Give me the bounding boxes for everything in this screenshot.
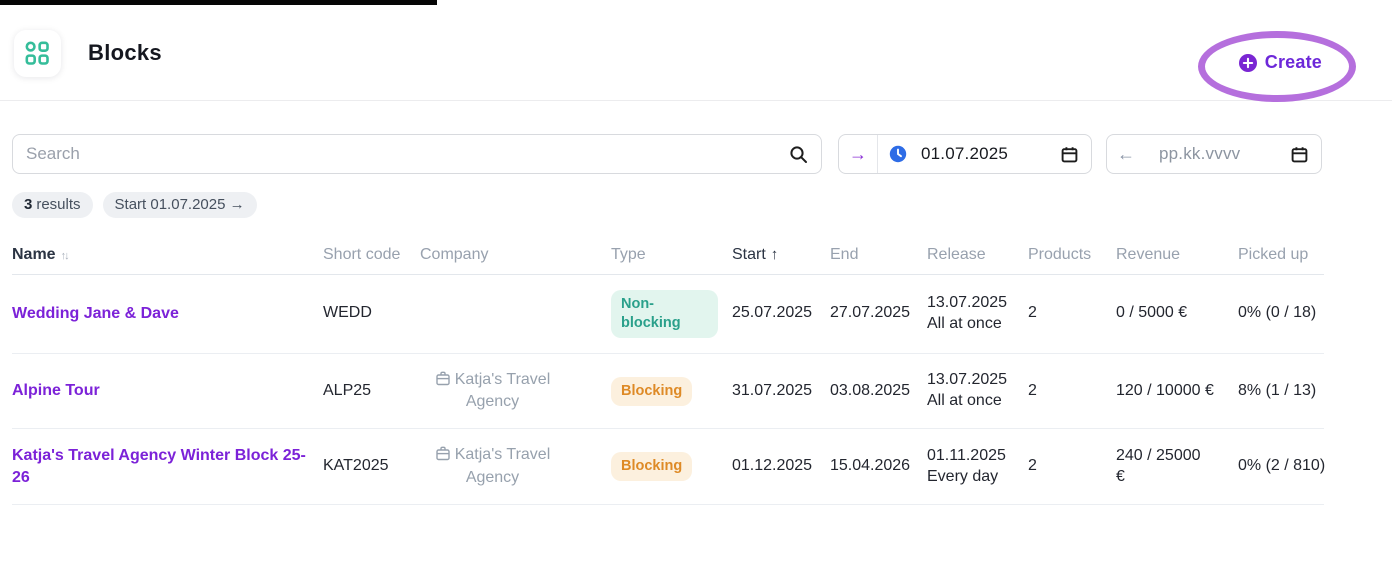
search-icon [789,145,808,164]
company-cell: Katja's Travel Agency [420,444,611,489]
table-row: Wedding Jane & Dave WEDD Non-blocking 25.07… [12,275,1324,354]
column-header-release[interactable]: Release [927,246,986,263]
table-row: Alpine Tour ALP25 Katja's Travel Agency Blo… [12,354,1324,430]
start-date-cell: 01.12.2025 [732,457,813,475]
products-cell: 2 [1028,381,1037,399]
block-name-link[interactable]: Wedding Jane & Dave [12,305,179,323]
column-header-type[interactable]: Type [611,246,646,263]
screenshot-artifact-bar [0,0,437,5]
search-box [12,134,822,174]
briefcase-icon [435,446,455,463]
company-cell: Katja's Travel Agency [420,369,611,414]
start-date-cell: 25.07.2025 [732,304,813,322]
type-cell: Blocking [611,376,732,406]
toolbar: → 01.07.2025 ← pp.kk.vvvv [12,134,1380,174]
column-header-end[interactable]: End [830,246,859,263]
picked-up-cell: 0% (0 / 18) [1238,304,1317,322]
page-title: Blocks [88,40,162,65]
end-date-cell: 03.08.2025 [830,381,911,399]
short-code-cell: KAT2025 [323,457,389,475]
block-name-link[interactable]: Alpine Tour [12,382,100,400]
column-header-revenue[interactable]: Revenue [1116,246,1181,263]
table-row: Katja's Travel Agency Winter Block 25-26… [12,429,1326,506]
release-cell: 01.11.2025 Every day [927,447,1006,485]
picked-up-cell: 0% (2 / 810) [1238,457,1326,475]
calendar-icon[interactable] [1290,145,1321,164]
short-code-cell: WEDD [323,304,372,322]
end-date-cell: 27.07.2025 [830,304,911,322]
type-badge: Blocking [611,452,693,482]
date-to-input[interactable]: pp.kk.vvvv [1159,144,1241,163]
end-date-cell: 15.04.2026 [830,457,911,475]
date-from-group: → 01.07.2025 [838,134,1092,174]
divider [877,135,878,173]
sort-asc-icon: ↑ [770,246,779,263]
start-filter-chip[interactable]: Start 01.07.2025 → [102,192,257,218]
column-header-start[interactable]: Start ↑ [732,246,779,263]
type-badge: Non-blocking [611,290,718,338]
blocks-table: Name ↑↓ Short code Company Type Start ↑ End Rele… [12,245,1326,506]
filter-chips: 3 results Start 01.07.2025 → [12,192,1392,218]
calendar-icon[interactable] [1060,145,1091,164]
column-header-picked-up[interactable]: Picked up [1238,246,1309,263]
type-cell: Blocking [611,452,732,482]
table-header-row: Name ↑↓ Short code Company Type Start ↑ End Rele… [12,245,1324,275]
products-cell: 2 [1028,457,1037,475]
plus-icon [1238,53,1257,72]
revenue-cell: 240 / 25000 € [1116,447,1201,485]
column-header-company[interactable]: Company [420,246,489,263]
briefcase-icon [435,371,455,388]
products-cell: 2 [1028,304,1037,322]
block-name-link[interactable]: Katja's Travel Agency Winter Block 25-26 [12,447,306,486]
release-cell: 13.07.2025 All at once [927,294,1008,332]
release-cell: 13.07.2025 All at once [927,371,1008,410]
date-to-group: ← pp.kk.vvvv [1106,134,1322,174]
short-code-cell: ALP25 [323,381,372,399]
column-header-name[interactable]: Name ↑↓ [12,246,70,263]
column-header-products[interactable]: Products [1028,246,1092,263]
arrow-right-icon: → [849,144,867,164]
date-from-input[interactable]: 01.07.2025 [921,144,1009,163]
create-button[interactable]: Create [1238,52,1322,73]
picked-up-cell: 8% (1 / 13) [1238,381,1317,399]
arrow-left-icon: ← [1117,144,1135,164]
type-badge: Blocking [611,376,693,406]
column-header-short-code[interactable]: Short code [323,246,401,263]
clock-icon[interactable] [878,145,907,163]
type-cell: Non-blocking [611,290,732,338]
revenue-cell: 0 / 5000 € [1116,304,1188,322]
blocks-icon [14,29,61,77]
sort-icon: ↑↓ [60,250,70,262]
start-date-cell: 31.07.2025 [732,381,813,399]
page-header: Blocks Create [0,0,1392,102]
results-count-chip: 3 results [12,192,93,218]
revenue-cell: 120 / 10000 € [1116,381,1214,399]
create-button-label: Create [1264,52,1322,72]
search-input[interactable] [26,144,789,164]
